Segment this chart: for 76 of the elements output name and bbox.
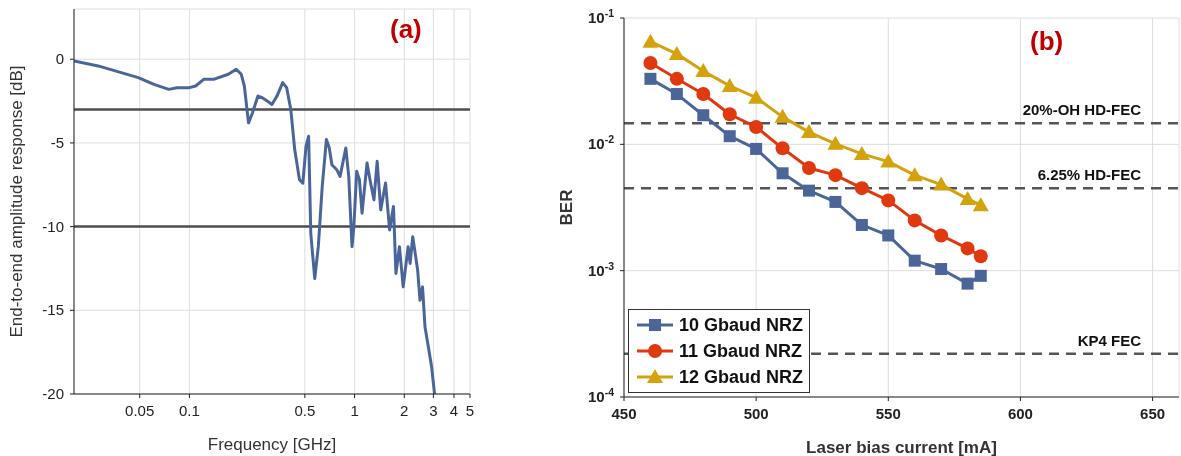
x-tick-label: 1 xyxy=(350,402,359,419)
point xyxy=(827,135,844,150)
x-tick-label: 0.5 xyxy=(294,402,316,419)
point xyxy=(908,254,921,267)
point xyxy=(722,107,737,122)
point xyxy=(668,45,685,60)
point xyxy=(854,181,869,196)
point xyxy=(669,71,684,86)
legend-label: 12 Gbaud NRZ xyxy=(679,366,804,388)
ref-line-label: 6.25% HD-FEC xyxy=(1037,166,1142,184)
point xyxy=(972,197,989,212)
point xyxy=(695,63,712,78)
point xyxy=(906,167,923,182)
point xyxy=(697,109,710,122)
point xyxy=(776,167,789,180)
ref-line-label: 20%-OH HD-FEC xyxy=(1022,101,1142,119)
x-tick-label: 550 xyxy=(875,405,901,422)
point xyxy=(960,241,975,256)
point xyxy=(959,190,976,205)
x-tick-label: 500 xyxy=(743,405,769,422)
point xyxy=(748,89,765,104)
point xyxy=(749,120,764,135)
x-tick-label: 0.1 xyxy=(179,402,200,419)
point xyxy=(855,218,868,231)
point xyxy=(829,195,842,208)
point xyxy=(642,33,659,48)
y-tick-label: 10$^{-3}$ xyxy=(587,259,615,279)
annotation: (a) xyxy=(390,14,422,45)
point xyxy=(907,213,922,228)
point xyxy=(774,108,791,123)
point xyxy=(670,88,683,101)
point xyxy=(973,249,988,264)
point xyxy=(935,263,948,276)
x-tick-label: 450 xyxy=(611,405,637,422)
ref-line-label: KP4 FEC xyxy=(1077,331,1142,349)
x-tick-label: 2 xyxy=(400,402,409,419)
y-tick-label: -10 xyxy=(42,217,64,235)
x-tick-label: 5 xyxy=(465,402,475,419)
point xyxy=(644,72,657,85)
y-tick-label: 10$^{-2}$ xyxy=(587,133,615,153)
point xyxy=(934,228,949,243)
point xyxy=(721,77,738,92)
y-tick-label: 10$^{-4}$ xyxy=(587,386,615,405)
point xyxy=(882,229,895,242)
point xyxy=(961,277,974,290)
point xyxy=(750,142,763,155)
point xyxy=(696,87,711,102)
annotation: (b) xyxy=(1030,26,1064,57)
x-tick-label: 4 xyxy=(449,402,459,419)
point xyxy=(881,193,896,208)
y-axis-title: End-to-end amplitude response [dB] xyxy=(7,65,27,338)
point xyxy=(974,269,987,282)
point xyxy=(802,160,816,175)
x-tick-label: 600 xyxy=(1007,405,1033,422)
point xyxy=(933,176,950,191)
y-tick-label: -15 xyxy=(42,301,64,319)
y-tick-label: 0 xyxy=(55,50,64,68)
point xyxy=(723,130,736,143)
legend-label: 11 Gbaud NRZ xyxy=(679,340,803,362)
y-tick-label: -5 xyxy=(50,133,64,151)
point xyxy=(643,56,658,71)
x-tick-label: 650 xyxy=(1140,405,1166,422)
point xyxy=(803,184,815,197)
legend-label: 10 Gbaud NRZ xyxy=(679,314,804,336)
y-tick-label: -20 xyxy=(42,385,64,402)
x-tick-label: 0.05 xyxy=(125,402,155,419)
x-tick-label: 3 xyxy=(429,402,438,419)
x-axis-title: Laser bias current [mA] xyxy=(806,438,997,456)
x-axis-title: Frequency [GHz] xyxy=(207,435,337,454)
point xyxy=(828,168,843,183)
point xyxy=(775,141,790,156)
y-axis-title: BER xyxy=(557,189,577,226)
point xyxy=(853,145,870,160)
point xyxy=(880,153,897,168)
point xyxy=(801,124,817,139)
y-tick-label: 10$^{-1}$ xyxy=(587,7,615,26)
